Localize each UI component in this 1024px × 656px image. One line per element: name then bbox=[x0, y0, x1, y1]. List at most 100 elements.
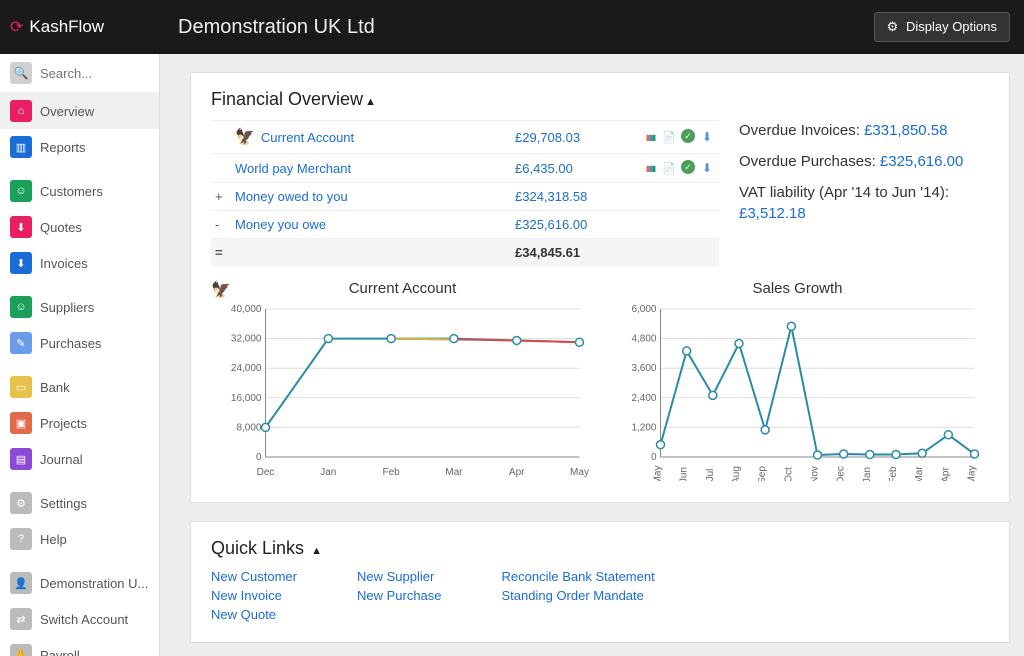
ledger-value[interactable]: £324,318.58 bbox=[515, 189, 625, 204]
svg-text:0: 0 bbox=[256, 452, 262, 463]
sidebar-item-label: Settings bbox=[40, 496, 87, 511]
svg-text:16,000: 16,000 bbox=[231, 393, 262, 404]
summary-amount[interactable]: £325,616.00 bbox=[880, 153, 963, 170]
sidebar-item-label: Projects bbox=[40, 416, 87, 431]
svg-text:Dec: Dec bbox=[257, 467, 275, 478]
sidebar-item-payroll[interactable]: ✋Payroll bbox=[0, 637, 159, 656]
svg-text:40,000: 40,000 bbox=[231, 304, 262, 315]
chart-title: Current Account bbox=[211, 280, 594, 297]
financial-overview-panel: Financial Overview▲ 🦅Current Account£29,… bbox=[190, 72, 1010, 503]
svg-text:Feb: Feb bbox=[382, 467, 400, 478]
topbar: ⟳ KashFlow Demonstration UK Ltd ⚙ Displa… bbox=[0, 0, 1024, 54]
sidebar-item-label: Invoices bbox=[40, 256, 88, 271]
svg-text:May: May bbox=[653, 466, 664, 481]
financial-overview-title[interactable]: Financial Overview▲ bbox=[211, 89, 989, 110]
ledger-name[interactable]: Money owed to you bbox=[235, 189, 348, 204]
summary-line: Overdue Purchases: £325,616.00 bbox=[739, 151, 989, 172]
ic-invoices-icon: ⬇ bbox=[10, 252, 32, 274]
sidebar-item-invoices[interactable]: ⬇ Invoices bbox=[0, 245, 159, 281]
svg-text:Mar: Mar bbox=[914, 466, 925, 481]
search-input[interactable] bbox=[40, 66, 130, 81]
ic-suppliers-icon: ☺ bbox=[10, 296, 32, 318]
mi-chart-icon[interactable] bbox=[641, 129, 657, 145]
mi-check-icon[interactable]: ✓ bbox=[681, 129, 695, 143]
svg-text:4,800: 4,800 bbox=[631, 334, 656, 345]
sales-growth-svg: 01,2002,4003,6004,8006,000MayJunJulAugSe… bbox=[606, 301, 989, 481]
sidebar-item-switch-account[interactable]: ⇄Switch Account bbox=[0, 601, 159, 637]
quick-links-title[interactable]: Quick Links ▲ bbox=[211, 538, 989, 559]
ic-quotes-icon: ⬇ bbox=[10, 216, 32, 238]
quick-link[interactable]: New Purchase bbox=[357, 588, 442, 603]
main-content: Financial Overview▲ 🦅Current Account£29,… bbox=[160, 54, 1024, 656]
ledger-name[interactable]: Current Account bbox=[261, 130, 354, 145]
ledger-name[interactable]: Money you owe bbox=[235, 217, 326, 232]
mi-dl-icon[interactable]: ⬇ bbox=[699, 129, 715, 145]
sidebar-item-bank[interactable]: ▭Bank bbox=[0, 369, 159, 405]
sidebar-item-projects[interactable]: ▣ Projects bbox=[0, 405, 159, 441]
svg-text:Mar: Mar bbox=[445, 467, 463, 478]
sidebar-item-quotes[interactable]: ⬇ Quotes bbox=[0, 209, 159, 245]
search-row: 🔍 bbox=[0, 54, 159, 93]
sidebar-item-help[interactable]: ?Help bbox=[0, 521, 159, 557]
sidebar-item-label: Customers bbox=[40, 184, 103, 199]
quick-link[interactable]: New Quote bbox=[211, 607, 297, 622]
quick-link[interactable]: New Invoice bbox=[211, 588, 297, 603]
ledger-value[interactable]: £6,435.00 bbox=[515, 161, 625, 176]
svg-text:Apr: Apr bbox=[509, 467, 525, 478]
sidebar-item-suppliers[interactable]: ☺ Suppliers bbox=[0, 289, 159, 325]
svg-text:1,200: 1,200 bbox=[631, 422, 656, 433]
sidebar-item-journal[interactable]: ▤Journal bbox=[0, 441, 159, 477]
svg-text:32,000: 32,000 bbox=[231, 334, 262, 345]
sidebar-item-label: Overview bbox=[40, 104, 94, 119]
mi-dl-icon[interactable]: ⬇ bbox=[699, 160, 715, 176]
mi-check-icon[interactable]: ✓ bbox=[681, 160, 695, 174]
sidebar-item-label: Suppliers bbox=[40, 300, 94, 315]
display-options-button[interactable]: ⚙ Display Options bbox=[874, 12, 1010, 42]
sidebar-item-label: Quotes bbox=[40, 220, 82, 235]
sidebar-item-label: Help bbox=[40, 532, 67, 547]
mi-doc-icon[interactable] bbox=[661, 160, 677, 176]
summary-amount[interactable]: £331,850.58 bbox=[864, 122, 947, 139]
ledger-value[interactable]: £325,616.00 bbox=[515, 217, 625, 232]
sidebar-item-reports[interactable]: ▥Reports bbox=[0, 129, 159, 165]
sidebar-item-overview[interactable]: ⌂Overview bbox=[0, 93, 159, 129]
ledger-row: World pay Merchant £6,435.00 ✓ ⬇ bbox=[211, 153, 719, 182]
collapse-icon: ▲ bbox=[365, 96, 376, 108]
sidebar-item-customers[interactable]: ☺ Customers bbox=[0, 173, 159, 209]
sidebar-item-purchases[interactable]: ✎ Purchases bbox=[0, 325, 159, 361]
quick-link[interactable]: Standing Order Mandate bbox=[502, 588, 655, 603]
svg-text:Feb: Feb bbox=[888, 466, 899, 481]
sidebar-item-label: Purchases bbox=[40, 336, 101, 351]
chart-title: Sales Growth bbox=[606, 280, 989, 297]
barclays-eagle-icon: 🦅 bbox=[235, 127, 255, 147]
summary-amount[interactable]: £3,512.18 bbox=[739, 205, 806, 222]
mi-doc-icon[interactable] bbox=[661, 129, 677, 145]
ledger-name[interactable]: World pay Merchant bbox=[235, 161, 351, 176]
ic-switch-icon: ⇄ bbox=[10, 608, 32, 630]
sidebar-item-label: Bank bbox=[40, 380, 70, 395]
mi-chart-icon[interactable] bbox=[641, 160, 657, 176]
gear-icon: ⚙ bbox=[887, 19, 899, 34]
quick-link[interactable]: New Supplier bbox=[357, 569, 442, 584]
summary-line: Overdue Invoices: £331,850.58 bbox=[739, 120, 989, 141]
barclays-eagle-icon: 🦅 bbox=[211, 280, 231, 300]
svg-text:0: 0 bbox=[651, 452, 657, 463]
current-account-chart: 🦅 Current Account 08,00016,00024,00032,0… bbox=[211, 280, 594, 486]
brand-text: KashFlow bbox=[29, 17, 104, 37]
ledger-value[interactable]: £29,708.03 bbox=[515, 130, 625, 145]
svg-text:May: May bbox=[570, 467, 589, 478]
ic-purchases-icon: ✎ bbox=[10, 332, 32, 354]
ic-customers-icon: ☺ bbox=[10, 180, 32, 202]
sidebar-item-settings[interactable]: ⚙Settings bbox=[0, 485, 159, 521]
quick-link[interactable]: Reconcile Bank Statement bbox=[502, 569, 655, 584]
svg-text:Oct: Oct bbox=[783, 467, 794, 481]
quick-link[interactable]: New Customer bbox=[211, 569, 297, 584]
ledger-value: £34,845.61 bbox=[515, 245, 625, 260]
sidebar-item-demonstration-u-[interactable]: 👤Demonstration U... bbox=[0, 565, 159, 601]
ic-projects-icon: ▣ bbox=[10, 412, 32, 434]
sales-growth-chart: Sales Growth 01,2002,4003,6004,8006,000M… bbox=[606, 280, 989, 486]
ic-reports-icon: ▥ bbox=[10, 136, 32, 158]
svg-text:3,600: 3,600 bbox=[631, 363, 656, 374]
logo: ⟳ KashFlow bbox=[0, 17, 160, 37]
svg-text:Jun: Jun bbox=[679, 467, 690, 481]
